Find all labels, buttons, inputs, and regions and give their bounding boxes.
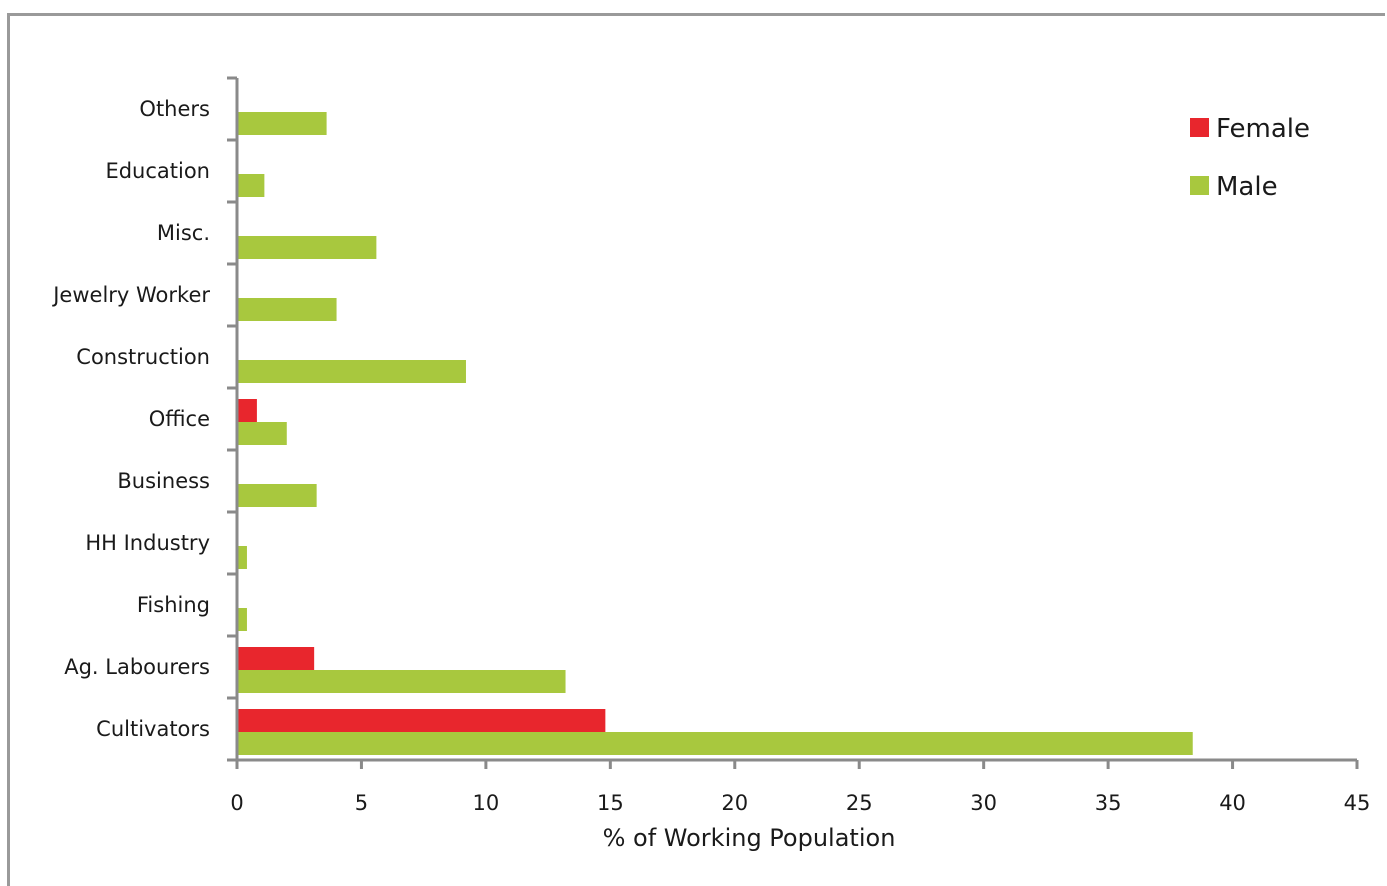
- bar-female-cultivators: [238, 709, 606, 732]
- x-tick-label-10: 10: [473, 791, 500, 815]
- legend-swatch-male: [1190, 176, 1209, 195]
- category-label-misc: Misc.: [157, 221, 210, 245]
- axes-layer: [227, 76, 1359, 769]
- bar-female-office: [238, 399, 257, 422]
- x-axis-title: % of Working Population: [603, 824, 896, 852]
- bar-male-construction: [238, 360, 466, 383]
- legend-swatch-female: [1190, 118, 1209, 137]
- x-tick-label-5: 5: [355, 791, 368, 815]
- bar-male-office: [238, 422, 287, 445]
- bar-male-fishing: [238, 608, 247, 631]
- category-label-business: Business: [117, 469, 210, 493]
- legend-label-female: Female: [1216, 114, 1310, 144]
- category-label-fishing: Fishing: [137, 593, 210, 617]
- labels-layer: Cultivators Ag. Labourers Fishing HH Indust…: [51, 97, 1370, 815]
- bar-female-ag-labourers: [238, 647, 315, 670]
- category-label-ag-labourers: Ag. Labourers: [64, 655, 210, 679]
- bar-male-education: [238, 174, 265, 197]
- bars-layer: [238, 112, 1193, 755]
- category-label-hh-industry: HH Industry: [85, 531, 210, 555]
- x-tick-label-25: 25: [846, 791, 873, 815]
- bar-male-others: [238, 112, 327, 135]
- x-tick-label-45: 45: [1344, 791, 1371, 815]
- category-label-office: Office: [149, 407, 210, 431]
- bar-male-business: [238, 484, 317, 507]
- category-label-jewelry-worker: Jewelry Worker: [51, 283, 210, 307]
- x-tick-label-15: 15: [597, 791, 624, 815]
- bar-male-jewelry-worker: [238, 298, 337, 321]
- bar-male-ag-labourers: [238, 670, 566, 693]
- legend-label-male: Male: [1216, 172, 1278, 202]
- category-label-education: Education: [105, 159, 210, 183]
- category-label-construction: Construction: [76, 345, 210, 369]
- x-tick-label-0: 0: [230, 791, 243, 815]
- legend: Female Male: [1190, 114, 1310, 202]
- category-label-others: Others: [139, 97, 210, 121]
- x-tick-label-30: 30: [970, 791, 997, 815]
- category-label-cultivators: Cultivators: [96, 717, 210, 741]
- x-tick-label-20: 20: [721, 791, 748, 815]
- bar-male-misc: [238, 236, 377, 259]
- bar-male-cultivators: [238, 732, 1193, 755]
- x-tick-label-40: 40: [1219, 791, 1246, 815]
- x-tick-label-35: 35: [1095, 791, 1122, 815]
- bar-male-hh-industry: [238, 546, 247, 569]
